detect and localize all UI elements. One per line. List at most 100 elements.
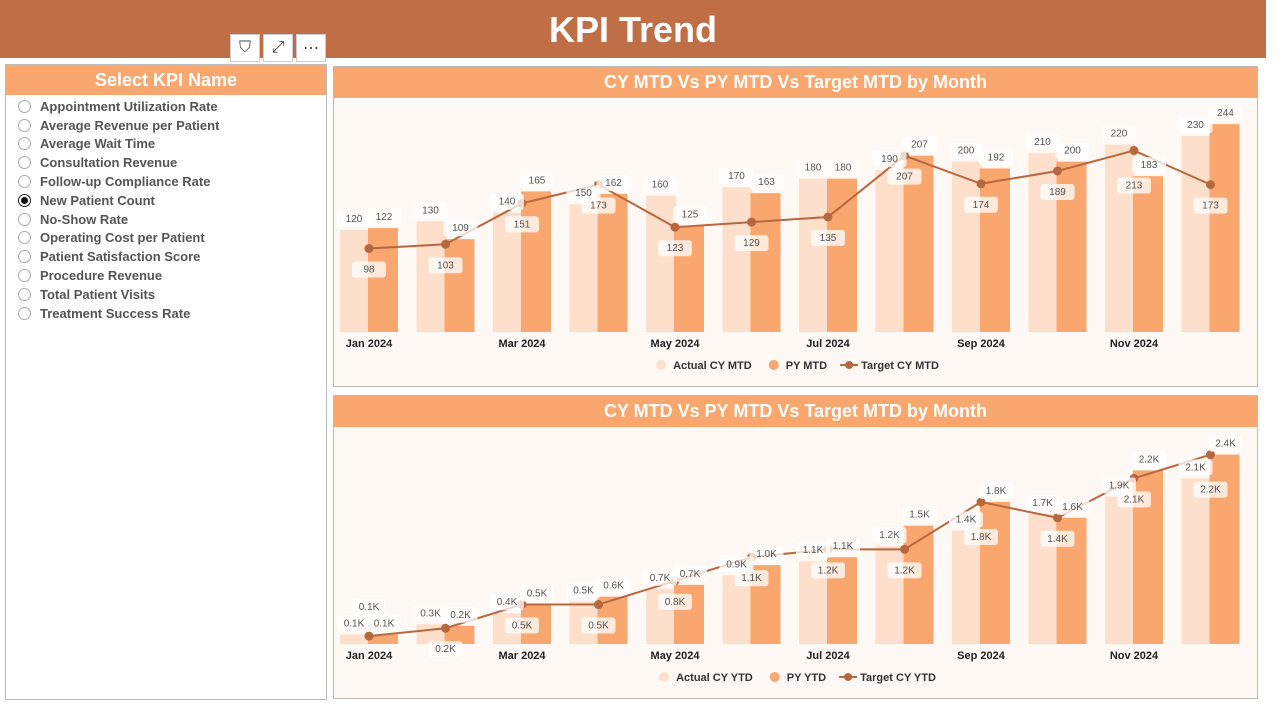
legend-marker: [659, 672, 670, 682]
radio-icon[interactable]: [18, 193, 31, 207]
data-label: 1.2K: [818, 565, 839, 576]
radio-icon[interactable]: [18, 99, 31, 113]
data-label: 190: [881, 154, 898, 165]
x-tick-label: Mar 2024: [498, 338, 546, 350]
py-bar: [521, 191, 551, 332]
slicer-option-label: Appointment Utilization Rate: [40, 98, 218, 114]
label-box: [734, 235, 769, 252]
legend-item: PY MTD: [768, 360, 827, 372]
data-label: 1.2K: [894, 565, 915, 576]
actual-bar: [1181, 478, 1212, 644]
radio-icon[interactable]: [18, 269, 31, 283]
radio-icon[interactable]: [18, 250, 31, 264]
target-marker: [364, 244, 374, 254]
kpi-slicer: Select KPI Name Appointment Utilization …: [5, 64, 327, 700]
data-label: 0.9K: [726, 559, 747, 570]
data-label: 230: [1187, 120, 1204, 131]
radio-icon[interactable]: [18, 306, 31, 320]
slicer-option[interactable]: Consultation Revenue: [6, 153, 326, 172]
plot-background: [334, 427, 1257, 698]
label-box: [352, 599, 386, 616]
slicer-option[interactable]: Average Revenue per Patient: [6, 116, 326, 135]
legend-label: Actual CY YTD: [676, 672, 753, 684]
data-label: 1.1K: [741, 573, 762, 584]
slicer-option[interactable]: Treatment Success Rate: [6, 304, 326, 323]
data-label: 1.1K: [803, 545, 824, 556]
slicer-option[interactable]: Procedure Revenue: [6, 266, 326, 285]
legend-item: Target CY YTD: [839, 672, 936, 684]
data-label: 0.5K: [588, 621, 609, 632]
x-tick-label: Sep 2024: [957, 338, 1006, 350]
slicer-option[interactable]: New Patient Count: [6, 191, 326, 210]
slicer-option-label: No-Show Rate: [40, 211, 129, 227]
actual-bar: [646, 195, 676, 332]
label-box: [1055, 498, 1090, 515]
data-label: 1.0K: [756, 549, 777, 560]
label-box: [1193, 197, 1228, 214]
x-tick-label: Nov 2024: [1110, 338, 1159, 350]
label-box: [596, 577, 631, 594]
actual-bar: [952, 530, 982, 644]
x-tick-label: Mar 2024: [498, 650, 546, 662]
slicer-option-label: Consultation Revenue: [40, 155, 178, 171]
data-label: 150: [575, 188, 592, 199]
actual-bar: [340, 229, 370, 332]
data-label: 1.8K: [971, 532, 992, 543]
data-label: 1.4K: [1047, 534, 1068, 545]
radio-icon[interactable]: [18, 118, 31, 132]
slicer-option-label: Patient Satisfaction Score: [40, 249, 201, 265]
data-label: 220: [1111, 129, 1128, 140]
data-label: 0.5K: [527, 589, 548, 600]
label-box: [443, 606, 478, 623]
data-label: 0.6K: [603, 581, 624, 592]
focus-mode-icon[interactable]: ⤢: [263, 34, 293, 62]
label-box: [673, 565, 707, 582]
target-marker: [1206, 450, 1215, 460]
label-box: [490, 193, 524, 210]
slicer-option[interactable]: Patient Satisfaction Score: [6, 247, 326, 266]
data-label: 0.1K: [344, 619, 365, 630]
data-label: 98: [363, 265, 375, 276]
data-label: 0.3K: [420, 608, 441, 619]
py-bar: [368, 634, 398, 644]
radio-icon[interactable]: [18, 137, 31, 151]
slicer-option[interactable]: Operating Cost per Patient: [6, 229, 326, 248]
data-label: 0.4K: [497, 597, 518, 608]
slicer-option[interactable]: No-Show Rate: [6, 210, 326, 229]
label-box: [643, 176, 677, 193]
label-box: [1025, 494, 1060, 511]
label-box: [719, 556, 754, 573]
filter-icon[interactable]: ⛉: [230, 34, 260, 62]
data-label: 170: [728, 171, 745, 182]
label-box: [367, 209, 401, 226]
actual-bar: [875, 170, 906, 332]
target-marker: [441, 623, 450, 633]
data-label: 1.5K: [909, 510, 930, 521]
slicer-option[interactable]: Total Patient Visits: [6, 285, 326, 304]
slicer-option-label: New Patient Count: [40, 192, 155, 208]
target-marker: [364, 631, 374, 641]
radio-icon[interactable]: [18, 212, 31, 226]
target-marker: [976, 497, 986, 507]
label-box: [826, 159, 860, 176]
label-box: [979, 149, 1013, 166]
x-tick-label: May 2024: [651, 650, 701, 662]
radio-icon[interactable]: [18, 156, 31, 170]
data-label: 1.1K: [833, 541, 854, 552]
label-box: [719, 168, 754, 185]
x-tick-label: Sep 2024: [957, 650, 1006, 662]
legend-marker: [845, 361, 854, 369]
data-label: 122: [376, 212, 393, 223]
chart-title: CY MTD Vs PY MTD Vs Target MTD by Month: [334, 396, 1257, 427]
slicer-option[interactable]: Average Wait Time: [6, 135, 326, 154]
radio-icon[interactable]: [18, 231, 31, 245]
slicer-option[interactable]: Follow-up Compliance Rate: [6, 172, 326, 191]
py-bar: [827, 178, 857, 332]
py-bar: [980, 168, 1010, 332]
data-label: 180: [805, 163, 822, 174]
more-options-icon[interactable]: ⋯: [296, 34, 326, 62]
x-tick-label: Nov 2024: [1110, 650, 1159, 662]
radio-icon[interactable]: [18, 287, 31, 301]
radio-icon[interactable]: [18, 175, 31, 189]
slicer-option[interactable]: Appointment Utilization Rate: [6, 97, 326, 116]
